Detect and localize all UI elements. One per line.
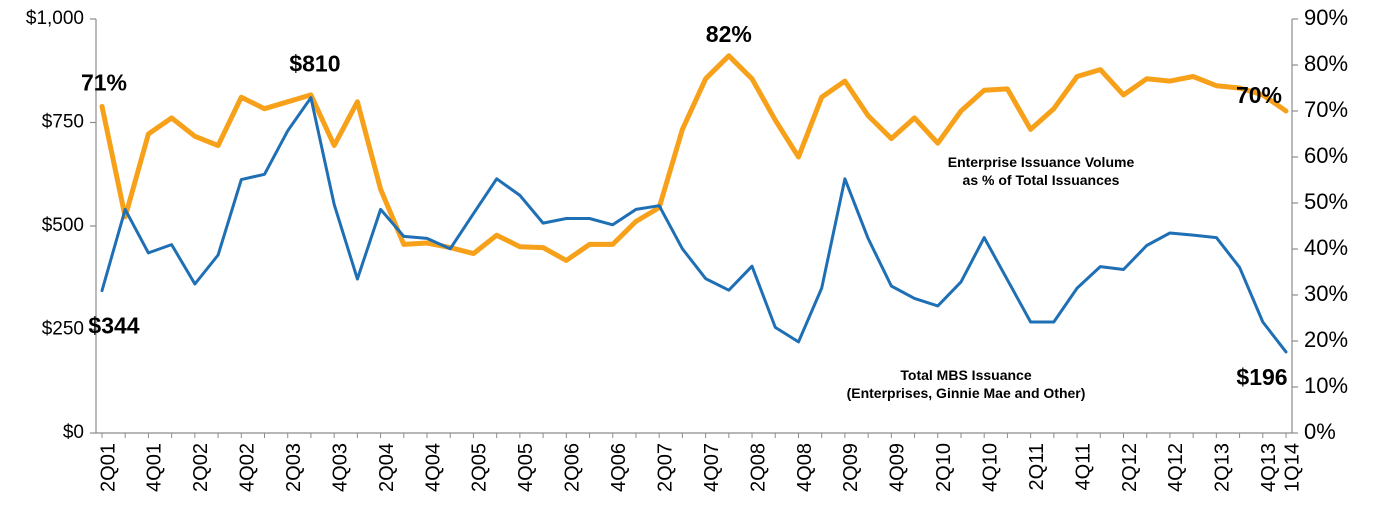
x-tick-label: 4Q05 bbox=[515, 443, 537, 492]
series-label-line: (Enterprises, Ginnie Mae and Other) bbox=[847, 385, 1086, 401]
x-tick-label: 4Q02 bbox=[237, 443, 259, 492]
left-tick-label: $250 bbox=[42, 319, 84, 340]
enterprise-share-line bbox=[99, 53, 1289, 263]
x-tick-label: 2Q03 bbox=[283, 443, 305, 492]
annotation-label: 71% bbox=[81, 69, 127, 95]
x-tick-label: 4Q11 bbox=[1072, 443, 1094, 490]
x-tick-label: 4Q06 bbox=[608, 443, 630, 492]
x-tick-label: 2Q08 bbox=[747, 443, 769, 492]
right-tick-label: 40% bbox=[1304, 235, 1348, 260]
annotation-label: 82% bbox=[706, 21, 752, 47]
right-tick-label: 90% bbox=[1304, 5, 1348, 30]
x-tick-label: 4Q01 bbox=[144, 443, 166, 492]
annotation-label: $196 bbox=[1236, 364, 1287, 390]
x-tick-label: 2Q12 bbox=[1119, 443, 1141, 492]
x-axis-ticks: 2Q01 4Q01 2Q02 4Q02 2Q03 4Q03 2Q04 4Q04 2Q05 4Q05… bbox=[97, 433, 1303, 492]
x-tick-label: 4Q09 bbox=[887, 443, 909, 492]
total-mbs-issuance-line bbox=[100, 96, 1288, 354]
x-tick-label: 2Q01 bbox=[97, 443, 119, 492]
annotation-label: $810 bbox=[289, 51, 340, 77]
x-tick-label: 2Q09 bbox=[840, 443, 862, 492]
annotation-label: $344 bbox=[88, 313, 139, 339]
left-tick-label: $500 bbox=[42, 215, 84, 236]
x-tick-label: 4Q03 bbox=[329, 443, 351, 492]
right-tick-label: 70% bbox=[1304, 97, 1348, 122]
series bbox=[99, 53, 1289, 354]
series-labels: Enterprise Issuance Volume as % of Total … bbox=[847, 154, 1135, 401]
x-tick-label: 2Q06 bbox=[562, 443, 584, 492]
x-tick-label: 2Q11 bbox=[1026, 443, 1048, 490]
x-tick-label: 4Q12 bbox=[1165, 443, 1187, 492]
right-tick-label: 10% bbox=[1304, 373, 1348, 398]
x-tick-label: 1Q14 bbox=[1281, 443, 1303, 492]
left-tick-label: $750 bbox=[42, 112, 84, 133]
x-tick-label: 2Q10 bbox=[933, 443, 955, 492]
series-label-line: Total MBS Issuance bbox=[900, 367, 1031, 383]
annotation-label: 70% bbox=[1236, 82, 1282, 108]
right-tick-label: 30% bbox=[1304, 281, 1348, 306]
series-label-line: as % of Total Issuances bbox=[963, 172, 1120, 188]
x-tick-label: 4Q13 bbox=[1258, 443, 1280, 492]
series-label-line: Enterprise Issuance Volume bbox=[948, 154, 1135, 170]
x-tick-label: 4Q07 bbox=[701, 443, 723, 492]
x-tick-label: 2Q04 bbox=[376, 443, 398, 492]
x-tick-label: 2Q05 bbox=[469, 443, 491, 492]
x-tick-label: 2Q07 bbox=[654, 443, 676, 492]
right-axis-ticks: 0% 10% 20% 30% 40% 50% 60% 70% 80% 90% bbox=[1292, 5, 1348, 444]
right-tick-label: 50% bbox=[1304, 189, 1348, 214]
right-tick-label: 60% bbox=[1304, 143, 1348, 168]
x-tick-label: 4Q04 bbox=[422, 443, 444, 492]
right-tick-label: 20% bbox=[1304, 327, 1348, 352]
left-tick-label: $0 bbox=[63, 422, 84, 443]
left-tick-label: $1,000 bbox=[26, 8, 84, 29]
x-tick-label: 4Q08 bbox=[794, 443, 816, 492]
left-axis-ticks: $0 $250 $500 $750 $1,000 bbox=[26, 8, 96, 443]
annotations: 71% $344 $810 82% 70% $196 bbox=[81, 21, 1288, 390]
right-tick-label: 80% bbox=[1304, 51, 1348, 76]
right-tick-label: 0% bbox=[1304, 419, 1336, 444]
x-tick-label: 4Q10 bbox=[979, 443, 1001, 492]
x-tick-label: 2Q13 bbox=[1212, 443, 1234, 492]
x-tick-label: 2Q02 bbox=[190, 443, 212, 492]
